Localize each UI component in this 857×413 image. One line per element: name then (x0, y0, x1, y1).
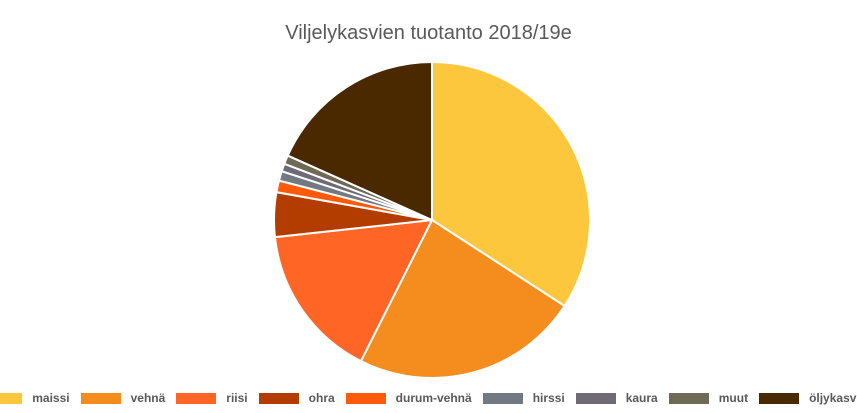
legend-label: hirssi (532, 391, 565, 405)
pie-slice-vehnä (359, 218, 566, 379)
legend-item: vehnä (80, 391, 166, 405)
legend-swatch (176, 392, 217, 404)
legend-label: riisi (226, 391, 248, 405)
legend-item: hirssi (482, 391, 565, 405)
legend-label: muut (718, 391, 749, 405)
pie-slice-öljykasvit (286, 60, 433, 222)
legend-label: vehnä (130, 391, 166, 405)
legend-swatch (668, 392, 709, 404)
legend-item: durum-vehnä (345, 391, 472, 405)
pie-slice-riisi (273, 218, 434, 363)
legend-label: öljykasvit (809, 391, 857, 405)
legend-swatch (482, 392, 523, 404)
legend-label: durum-vehnä (395, 391, 472, 405)
legend-item: öljykasvit (759, 391, 857, 405)
legend-item: riisi (176, 391, 248, 405)
legend-swatch (345, 392, 386, 404)
legend-swatch (575, 392, 616, 404)
legend-item: maissi (0, 391, 70, 405)
legend: maissi vehnä riisi ohra durum-vehnä hirssi kau… (0, 389, 857, 407)
legend-item: muut (668, 391, 749, 405)
legend-swatch (759, 392, 800, 404)
legend-label: ohra (308, 391, 335, 405)
legend-item: kaura (575, 391, 658, 405)
legend-swatch (258, 392, 299, 404)
legend-label: maissi (32, 391, 70, 405)
legend-label: kaura (625, 391, 658, 405)
legend-item: ohra (258, 391, 335, 405)
legend-swatch (80, 392, 121, 404)
legend-swatch (0, 392, 23, 404)
pie-chart (273, 60, 591, 379)
chart-title: Viljelykasvien tuotanto 2018/19e (285, 22, 572, 44)
